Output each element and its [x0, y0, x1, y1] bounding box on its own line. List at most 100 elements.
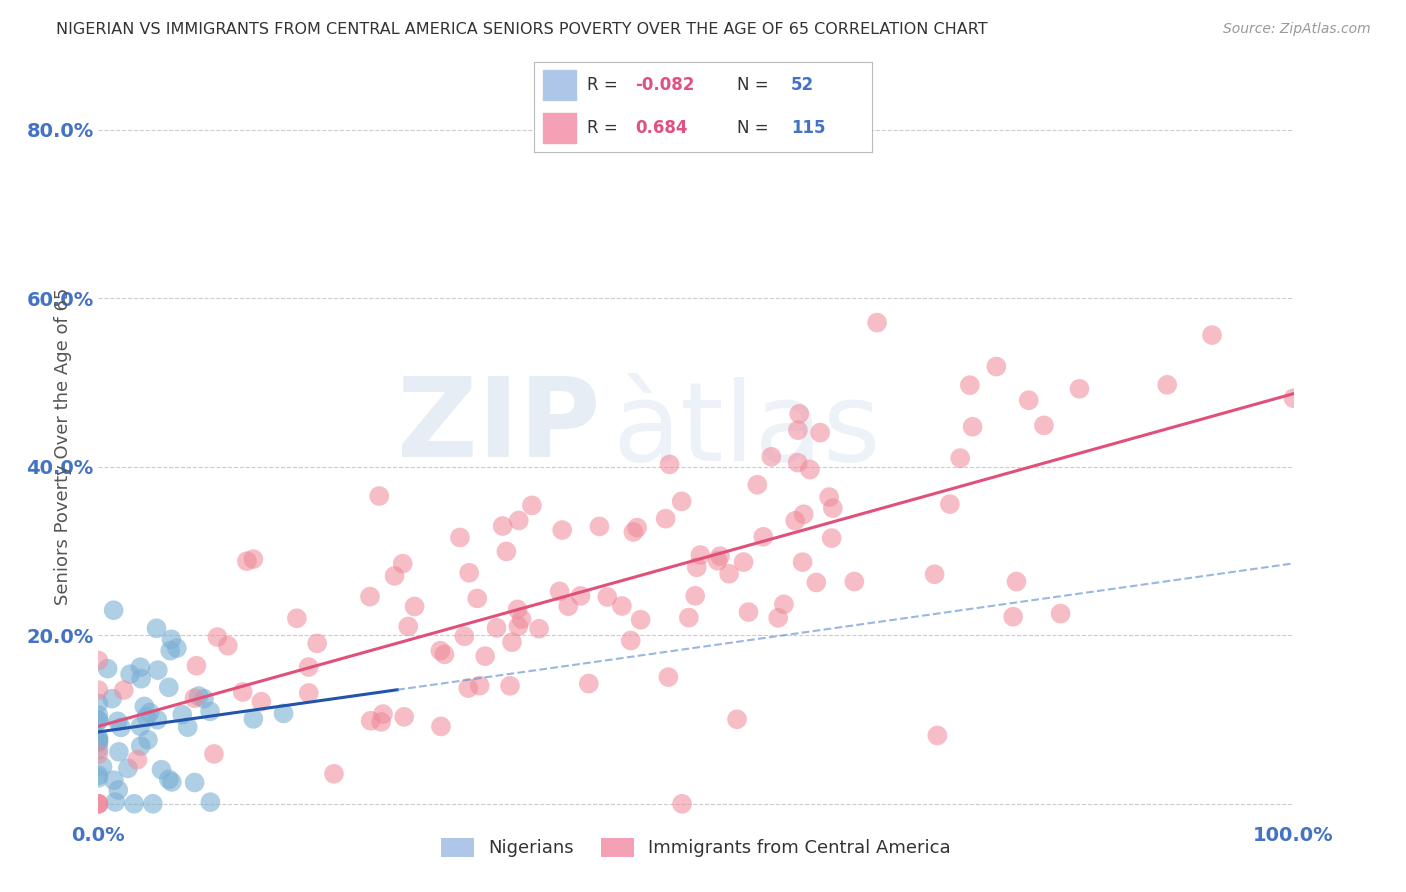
Point [87, 714, 110, 728]
Point [129, 660, 152, 674]
Point [551, 523, 574, 537]
Point [654, 511, 676, 525]
Point [104, 795, 127, 809]
Point [166, 641, 188, 656]
Point [323, 766, 346, 780]
Point [1049, 607, 1071, 621]
Point [307, 636, 329, 650]
Point [107, 783, 129, 797]
Point [135, 710, 157, 724]
Point [391, 557, 413, 571]
Point [232, 685, 254, 699]
Point [172, 707, 194, 722]
Point [962, 419, 984, 434]
Point [359, 590, 381, 604]
Point [747, 477, 769, 491]
Point [217, 639, 239, 653]
Point [87, 797, 110, 811]
Point [939, 497, 962, 511]
Point [527, 622, 550, 636]
Point [160, 775, 183, 789]
Point [198, 704, 221, 718]
Point [87, 683, 110, 698]
Point [396, 619, 419, 633]
Point [927, 729, 949, 743]
Point [87, 797, 110, 811]
Point [236, 554, 259, 568]
Point [1033, 418, 1056, 433]
Point [360, 714, 382, 728]
Point [588, 519, 610, 533]
Point [578, 676, 600, 690]
Point [453, 629, 475, 643]
Point [430, 719, 453, 733]
Point [569, 589, 592, 603]
Point [429, 643, 451, 657]
Text: Seniors Poverty Over the Age of 65: Seniors Poverty Over the Age of 65 [55, 287, 72, 605]
Point [718, 566, 741, 581]
Point [866, 316, 889, 330]
Point [678, 610, 700, 624]
Point [621, 524, 644, 539]
Point [103, 603, 125, 617]
Point [250, 695, 273, 709]
Point [176, 720, 198, 734]
Text: NIGERIAN VS IMMIGRANTS FROM CENTRAL AMERICA SENIORS POVERTY OVER THE AGE OF 65 C: NIGERIAN VS IMMIGRANTS FROM CENTRAL AMER… [56, 22, 988, 37]
Point [458, 566, 481, 580]
Point [786, 456, 808, 470]
Point [596, 590, 619, 604]
Point [785, 514, 807, 528]
Point [157, 681, 180, 695]
Text: Source: ZipAtlas.com: Source: ZipAtlas.com [1223, 22, 1371, 37]
Point [368, 489, 391, 503]
Point [392, 710, 415, 724]
Point [686, 560, 709, 574]
Point [844, 574, 866, 589]
Point [136, 732, 159, 747]
Point [186, 658, 208, 673]
Point [371, 707, 394, 722]
Point [683, 589, 706, 603]
Text: ZIP: ZIP [396, 373, 600, 480]
Point [87, 731, 110, 745]
Point [127, 753, 149, 767]
Bar [543, 113, 576, 143]
Point [87, 771, 110, 785]
Point [87, 768, 110, 782]
Point [110, 720, 132, 734]
Point [671, 494, 693, 508]
Point [142, 797, 165, 811]
Point [1069, 382, 1091, 396]
Point [808, 425, 831, 440]
Point [626, 521, 648, 535]
Point [146, 663, 169, 677]
Text: R =: R = [586, 119, 623, 137]
Point [187, 689, 209, 703]
Point [495, 544, 517, 558]
Point [709, 549, 731, 563]
Text: -0.082: -0.082 [636, 76, 695, 95]
Point [510, 612, 533, 626]
Point [129, 719, 152, 733]
Point [87, 731, 110, 746]
Point [820, 531, 842, 545]
Point [752, 530, 775, 544]
Point [799, 462, 821, 476]
Text: R =: R = [586, 76, 623, 95]
Point [122, 797, 145, 811]
Bar [543, 70, 576, 100]
Point [134, 699, 156, 714]
Point [87, 734, 110, 748]
Point [404, 599, 426, 614]
Point [433, 648, 456, 662]
Point [787, 407, 810, 421]
Point [146, 713, 169, 727]
Point [786, 423, 808, 437]
Point [501, 635, 523, 649]
Point [689, 548, 711, 562]
Point [706, 554, 728, 568]
Legend: Nigerians, Immigrants from Central America: Nigerians, Immigrants from Central Ameri… [434, 830, 957, 864]
Point [145, 621, 167, 635]
Point [1018, 393, 1040, 408]
Point [506, 602, 529, 616]
